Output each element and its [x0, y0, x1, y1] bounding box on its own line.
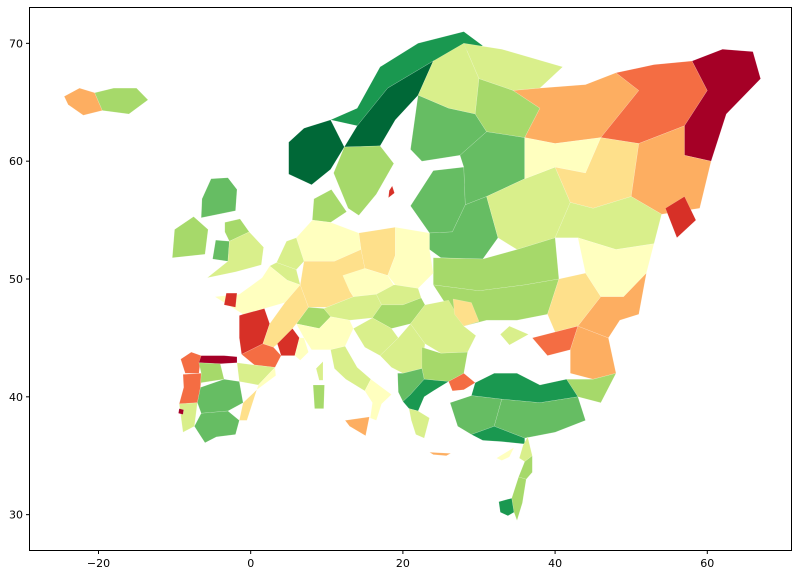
region-catalonia-coast	[256, 367, 276, 391]
region-scotland	[201, 177, 238, 218]
region-greece-s	[408, 408, 430, 439]
region-andalusia	[194, 410, 240, 443]
region-sardinia	[312, 384, 325, 409]
y-tick-label: 30	[9, 509, 23, 522]
region-crimea	[500, 325, 529, 346]
region-portugal-n	[178, 373, 202, 405]
region-crete	[428, 452, 452, 456]
region-istanbul	[448, 373, 476, 392]
region-sinai	[498, 498, 515, 516]
region-iceland-w	[64, 87, 103, 116]
region-caspian-w	[577, 272, 647, 339]
region-portugal-s	[179, 402, 198, 433]
x-tick-label: −20	[87, 557, 110, 570]
region-cyprus	[496, 447, 515, 461]
region-turkey-c	[494, 396, 586, 439]
region-denmark	[312, 189, 347, 223]
x-tick-label: 60	[700, 557, 714, 570]
region-sicily	[344, 416, 370, 436]
region-lisbon	[178, 408, 184, 415]
regions-layer	[64, 31, 761, 521]
region-romania	[410, 300, 477, 354]
region-ireland	[172, 216, 209, 258]
x-axis: −20 0 20 40 60	[87, 550, 714, 570]
region-brittany-coast	[223, 292, 238, 308]
x-tick-label: 20	[396, 557, 410, 570]
region-corsica	[315, 361, 324, 381]
region-israel	[511, 476, 527, 521]
region-wales	[212, 239, 230, 262]
region-italy-s	[364, 378, 392, 421]
region-iceland-e	[94, 87, 149, 115]
region-sweden-s	[333, 145, 394, 216]
y-tick-label: 70	[9, 37, 23, 50]
region-moldova	[452, 298, 480, 327]
region-s-england	[207, 231, 264, 278]
region-norway-sw	[288, 119, 345, 185]
region-s-urals	[665, 196, 697, 239]
region-italy-c	[330, 346, 372, 392]
y-tick-label: 40	[9, 391, 23, 404]
x-tick-label: 40	[548, 557, 562, 570]
region-provence	[294, 337, 309, 361]
y-tick-label: 50	[9, 273, 23, 286]
region-galicia	[180, 351, 202, 374]
x-tick-label: 0	[247, 557, 254, 570]
region-cantabria	[198, 355, 238, 364]
region-italy-n	[296, 316, 354, 350]
y-tick-label: 60	[9, 155, 23, 168]
y-axis: 30 40 50 60 70	[9, 37, 30, 522]
region-valencia	[239, 389, 257, 421]
region-hungary	[372, 297, 426, 329]
region-spain-c	[197, 379, 244, 414]
region-spain-nw	[198, 362, 225, 388]
region-gotland	[388, 185, 395, 199]
region-n-urals	[684, 49, 761, 162]
